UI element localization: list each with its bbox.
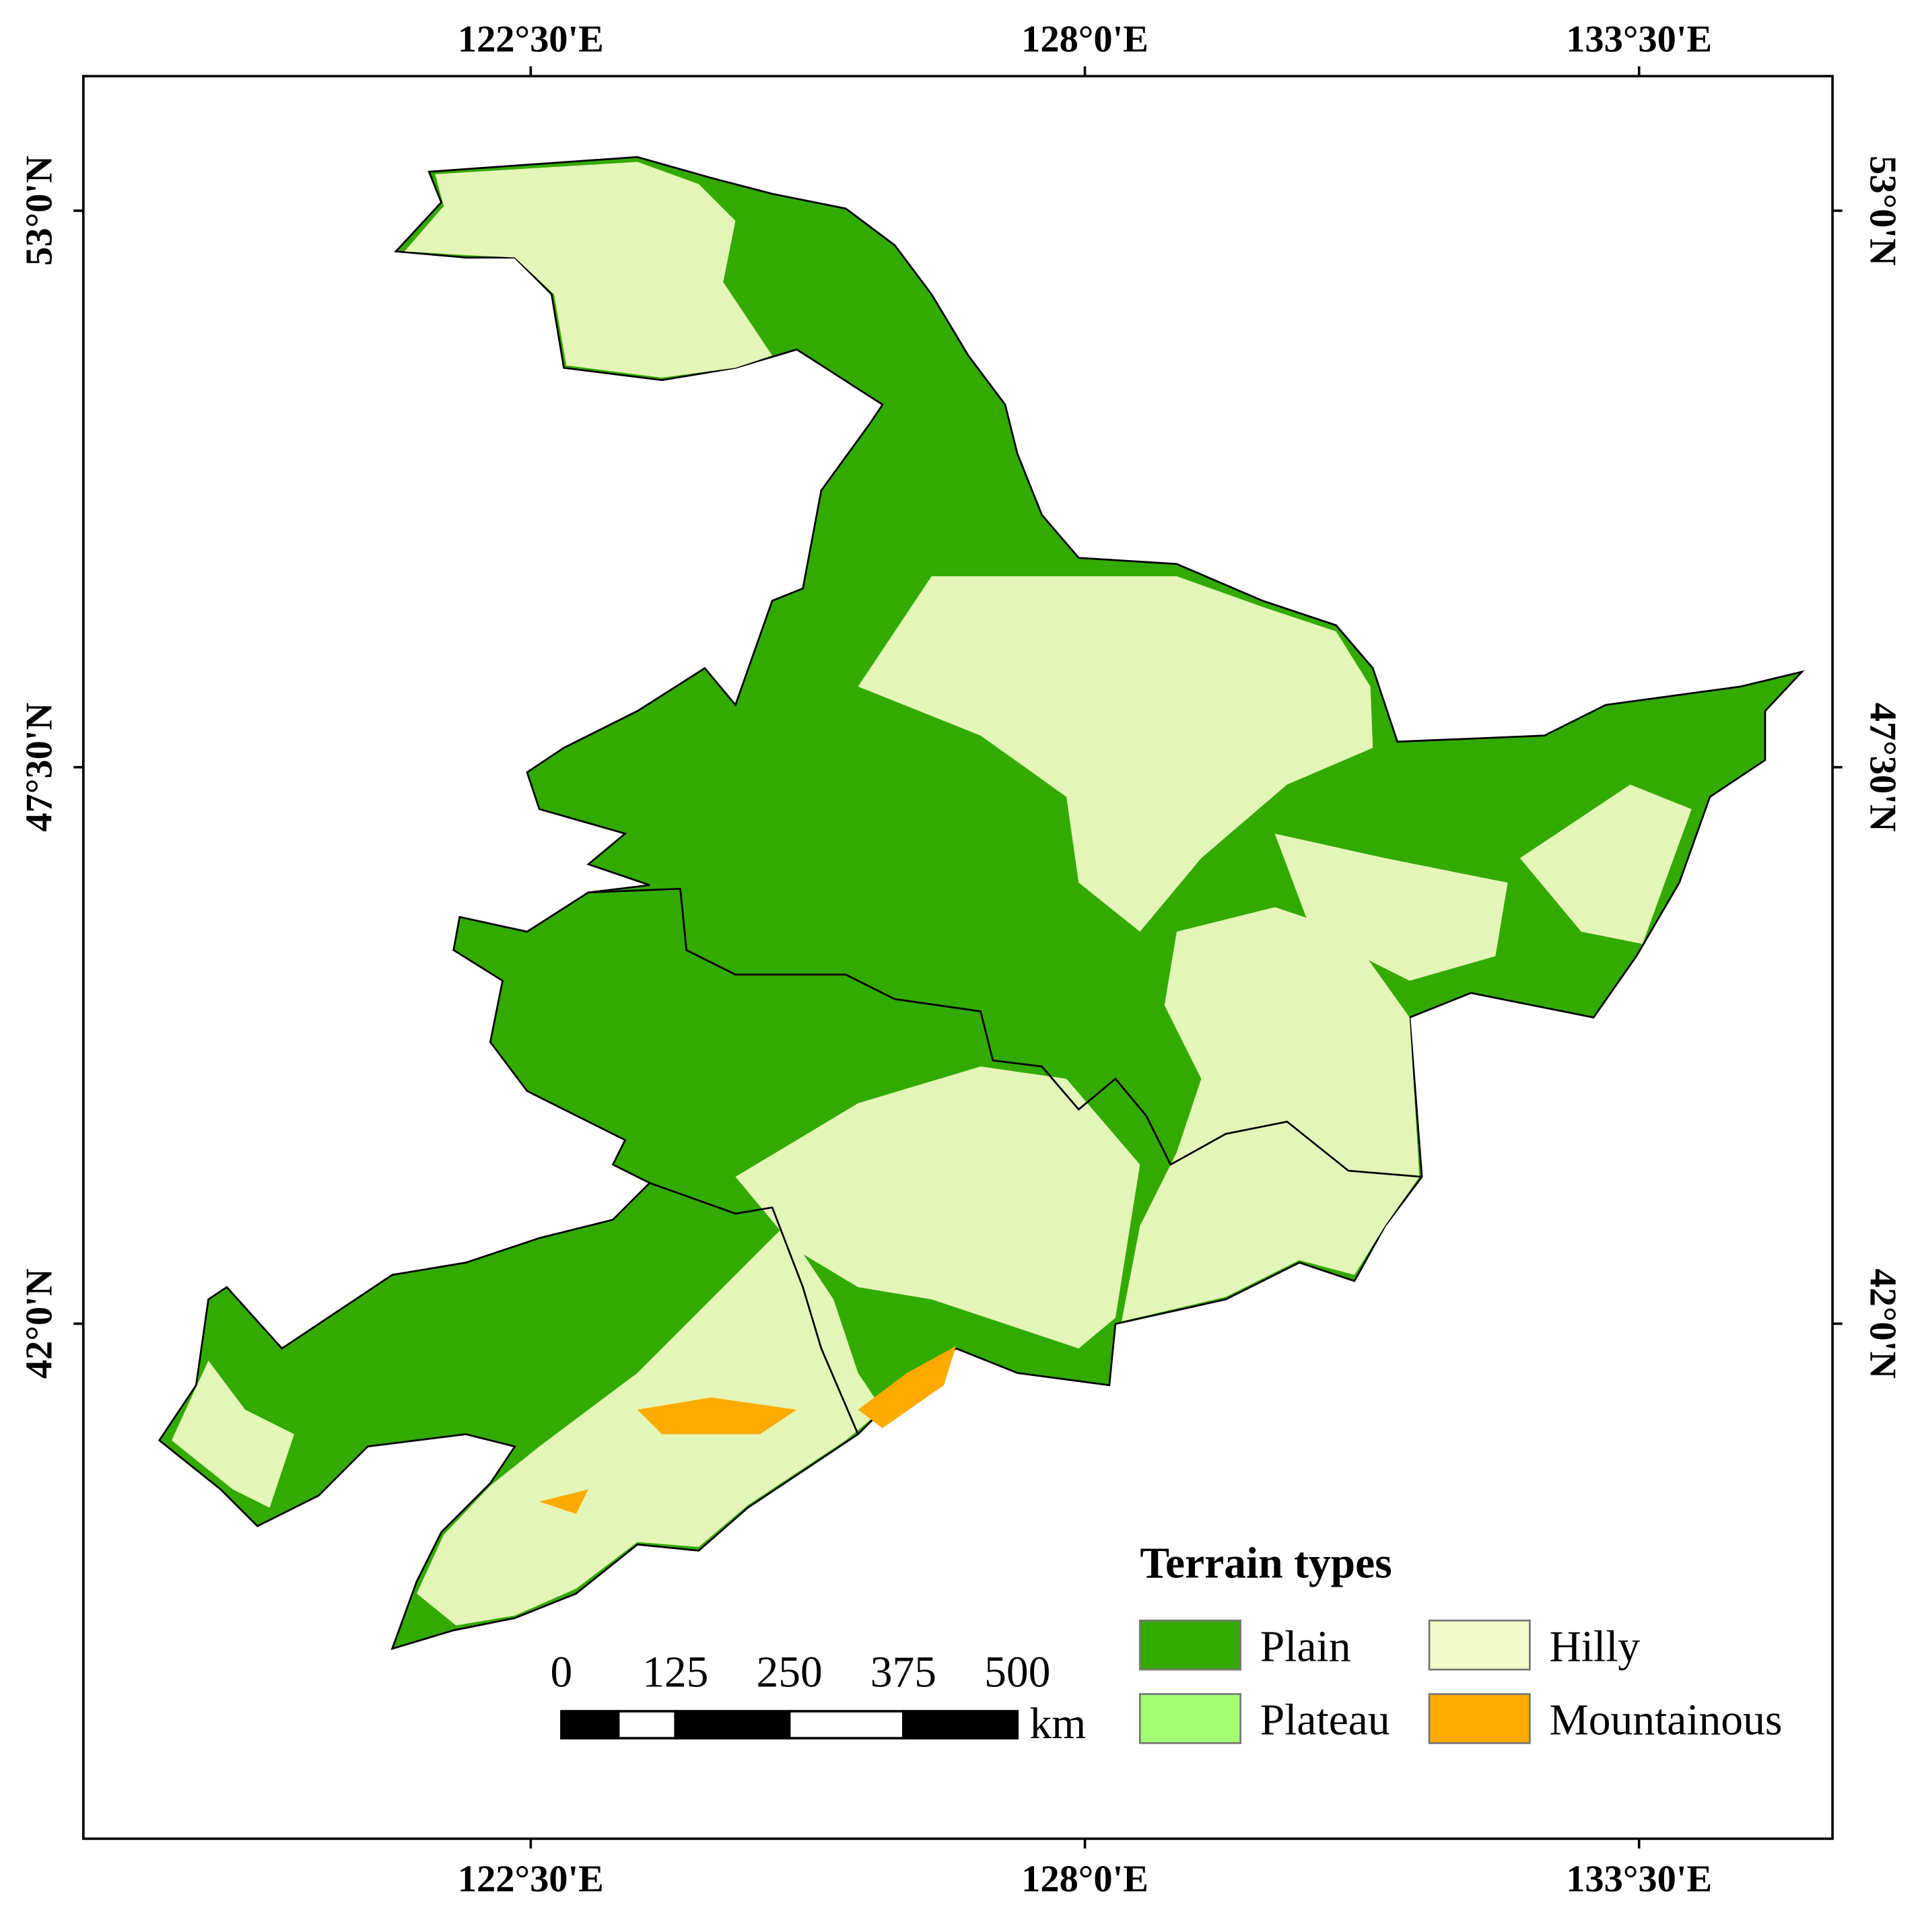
province-border xyxy=(649,1181,859,1435)
region-map xyxy=(158,156,1805,1651)
hilly-patch xyxy=(404,162,773,378)
hilly-patch xyxy=(1274,833,1508,981)
lon-label: 128°0'E xyxy=(1021,1859,1148,1900)
province-border xyxy=(588,887,1422,1178)
legend-swatch xyxy=(1138,1693,1242,1744)
graticule-ticks: 122°30'E 122°30'E 128°0'E 128°0'E 133°30'E 13… xyxy=(18,19,1903,1900)
lat-label: 42°0'N xyxy=(18,1268,60,1379)
scale-segment xyxy=(788,1710,905,1739)
hilly-patches xyxy=(171,162,1692,1626)
legend: Terrain types Plain Plateau Hilly Mountaino… xyxy=(1138,1540,1782,1745)
lon-label: 122°30'E xyxy=(458,1859,604,1900)
lat-label: 47°30'N xyxy=(18,703,60,832)
region-plain xyxy=(158,156,1805,1651)
legend-label: Plain xyxy=(1260,1622,1351,1671)
hilly-patch xyxy=(171,1360,294,1508)
scale-segment xyxy=(560,1710,620,1739)
lon-label: 122°30'E xyxy=(458,19,604,61)
legend-swatch xyxy=(1428,1619,1531,1671)
scale-label: 375 xyxy=(870,1649,936,1697)
mountainous-patches xyxy=(539,1346,957,1514)
scale-segment xyxy=(902,1710,1019,1739)
hilly-patch xyxy=(735,1066,1140,1349)
scale-label: 0 xyxy=(551,1649,573,1697)
map-frame xyxy=(81,75,1834,1840)
legend-swatch xyxy=(1138,1619,1242,1671)
legend-label: Plateau xyxy=(1260,1696,1390,1745)
lat-label: 47°30'N xyxy=(1862,703,1904,832)
legend-title: Terrain types xyxy=(1140,1540,1392,1588)
hilly-patch xyxy=(858,576,1373,932)
legend-label: Hilly xyxy=(1549,1622,1640,1671)
lon-label: 128°0'E xyxy=(1021,19,1148,61)
hilly-patch xyxy=(417,1226,883,1626)
scale-label: 500 xyxy=(984,1649,1050,1697)
scale-unit: km xyxy=(1029,1700,1086,1748)
scale-label: 125 xyxy=(642,1649,708,1697)
lat-label: 53°0'N xyxy=(18,156,60,266)
legend-swatch xyxy=(1428,1693,1531,1744)
legend-label: Mountainous xyxy=(1549,1696,1782,1745)
hilly-patch xyxy=(1519,784,1692,944)
hilly-patch xyxy=(1122,907,1420,1322)
mountainous-patch xyxy=(637,1397,797,1435)
scale-segment xyxy=(674,1710,791,1739)
lon-label: 133°30'E xyxy=(1566,1859,1712,1900)
lon-label: 133°30'E xyxy=(1566,19,1712,61)
lat-label: 42°0'N xyxy=(1862,1269,1904,1379)
lat-label: 53°0'N xyxy=(1862,156,1904,266)
scale-segment xyxy=(617,1710,677,1739)
scale-bar: km 0 125 250 375 500 xyxy=(551,1649,1087,1748)
scale-label: 250 xyxy=(756,1649,822,1697)
mountainous-patch xyxy=(858,1346,957,1428)
mountainous-patch xyxy=(539,1489,588,1514)
